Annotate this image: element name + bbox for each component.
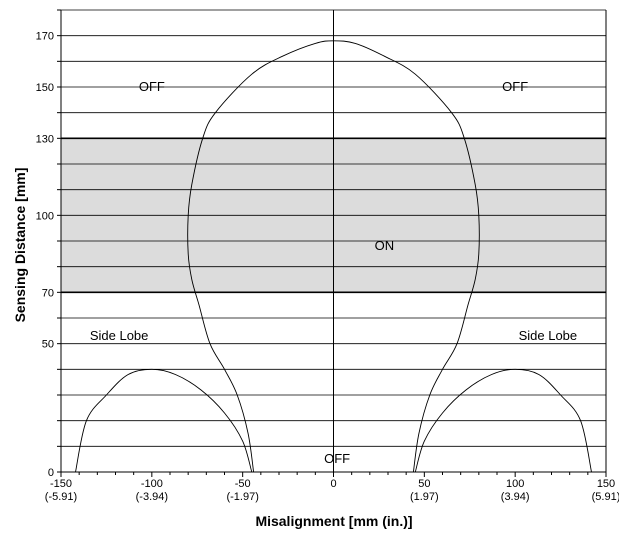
x-tick-label-inches: (1.97) [410,491,439,503]
y-tick-label: 150 [36,82,54,94]
x-tick-label: 50 [418,478,430,490]
region-label: OFF [502,79,528,94]
x-tick-label: 0 [330,478,336,490]
x-tick-label: -100 [141,478,163,490]
x-tick-label-inches: (3.94) [501,491,530,503]
x-tick-label: -50 [235,478,251,490]
x-tick-label: -150 [50,478,72,490]
y-axis-title: Sensing Distance [mm] [12,168,28,323]
series-line-1 [75,368,253,473]
x-tick-label-inches: (-1.97) [226,491,258,503]
region-label: Side Lobe [90,328,149,343]
x-tick-label-inches: (-3.94) [136,491,168,503]
region-label: ON [375,238,395,253]
y-tick-label: 70 [42,287,54,299]
series-line-2 [414,368,592,473]
region-label: OFF [139,79,165,94]
x-tick-label-inches: (-5.91) [45,491,77,503]
axes [57,9,607,477]
y-tick-label: 0 [48,467,54,479]
y-tick-label: 170 [36,31,54,43]
y-tick-label: 100 [36,210,54,222]
region-labels: OFF OFF ON Side Lobe Side Lobe OFF [90,79,577,466]
y-tick-label: 50 [42,339,54,351]
series-lines [75,40,592,473]
x-tick-label: 150 [597,478,615,490]
series-line-0 [187,40,480,473]
y-tick-label: 130 [36,133,54,145]
tick-labels: 0 50 70 100 130 150 170 -150(-5.91) -100(-3.94) -… [36,31,619,503]
x-tick-label: 100 [506,478,524,490]
region-label: Side Lobe [519,328,578,343]
x-tick-label-inches: (5.91) [592,491,619,503]
region-label: OFF [324,451,350,466]
x-axis-title: Misalignment [mm (in.)] [255,513,412,529]
